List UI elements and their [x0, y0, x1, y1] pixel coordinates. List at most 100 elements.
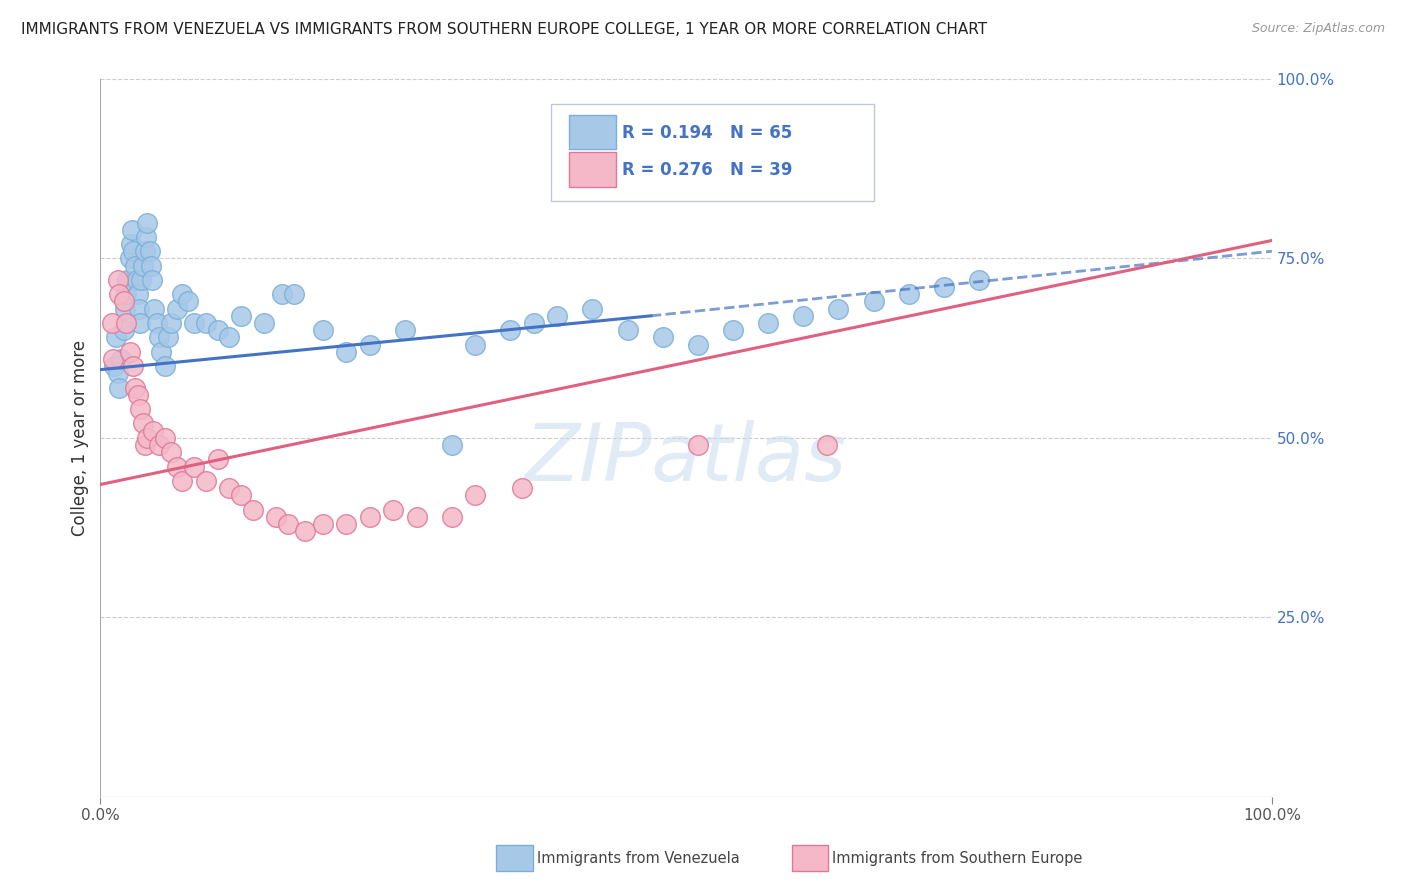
Point — [177, 294, 200, 309]
Point — [283, 287, 305, 301]
Point — [118, 344, 141, 359]
Text: IMMIGRANTS FROM VENEZUELA VS IMMIGRANTS FROM SOUTHERN EUROPE COLLEGE, 1 YEAR OR : IMMIGRANTS FROM VENEZUELA VS IMMIGRANTS … — [21, 22, 987, 37]
Point — [651, 330, 673, 344]
Point — [104, 330, 127, 344]
Point — [112, 294, 135, 309]
Point — [440, 438, 463, 452]
Point — [131, 417, 153, 431]
Point — [229, 488, 252, 502]
Point — [756, 316, 779, 330]
Point — [127, 287, 149, 301]
Point — [122, 244, 145, 259]
Point — [405, 509, 427, 524]
Point — [110, 351, 132, 366]
Point — [359, 337, 381, 351]
Point — [120, 237, 142, 252]
Point — [128, 301, 150, 316]
Point — [114, 301, 136, 316]
Text: Source: ZipAtlas.com: Source: ZipAtlas.com — [1251, 22, 1385, 36]
Point — [148, 330, 170, 344]
Point — [115, 287, 138, 301]
Point — [242, 502, 264, 516]
Point — [253, 316, 276, 330]
Point — [183, 459, 205, 474]
Point — [127, 388, 149, 402]
Point — [194, 316, 217, 330]
Point — [129, 402, 152, 417]
Point — [141, 273, 163, 287]
Point — [108, 381, 131, 395]
Point — [143, 301, 166, 316]
Point — [277, 516, 299, 531]
Point — [932, 280, 955, 294]
Point — [138, 244, 160, 259]
Point — [117, 273, 139, 287]
Point — [136, 215, 159, 229]
Point — [148, 438, 170, 452]
Point — [153, 431, 176, 445]
Point — [172, 287, 194, 301]
Point — [229, 309, 252, 323]
Point — [103, 359, 125, 373]
FancyBboxPatch shape — [551, 104, 873, 201]
Point — [124, 381, 146, 395]
Point — [157, 330, 180, 344]
Point — [108, 287, 131, 301]
Point — [862, 294, 884, 309]
Point — [792, 309, 814, 323]
Point — [440, 509, 463, 524]
Point — [131, 273, 153, 287]
Point — [142, 424, 165, 438]
Point — [510, 481, 533, 495]
Point — [166, 301, 188, 316]
Point — [464, 337, 486, 351]
Point — [194, 474, 217, 488]
Point — [115, 316, 138, 330]
Point — [107, 366, 129, 380]
FancyBboxPatch shape — [569, 153, 616, 186]
Point — [103, 351, 125, 366]
FancyBboxPatch shape — [569, 115, 616, 149]
Point — [207, 323, 229, 337]
Point — [134, 438, 156, 452]
Point — [139, 259, 162, 273]
Point — [382, 502, 405, 516]
Point — [264, 509, 287, 524]
Point — [121, 223, 143, 237]
Point — [499, 323, 522, 337]
Point — [136, 431, 159, 445]
Point — [207, 452, 229, 467]
Point — [359, 509, 381, 524]
Point — [122, 359, 145, 373]
Point — [131, 259, 153, 273]
Point — [135, 230, 157, 244]
Point — [172, 474, 194, 488]
Point — [118, 252, 141, 266]
Text: Immigrants from Southern Europe: Immigrants from Southern Europe — [832, 851, 1083, 865]
Point — [153, 359, 176, 373]
Point — [581, 301, 603, 316]
Point — [183, 316, 205, 330]
Point — [686, 337, 709, 351]
Point — [897, 287, 920, 301]
Point — [134, 244, 156, 259]
Point — [145, 316, 167, 330]
Point — [394, 323, 416, 337]
Point — [150, 344, 173, 359]
Text: ZIPatlas: ZIPatlas — [524, 420, 848, 499]
Point — [101, 316, 124, 330]
Point — [166, 459, 188, 474]
Point — [523, 316, 546, 330]
Point — [271, 287, 294, 301]
Point — [335, 516, 357, 531]
Point — [686, 438, 709, 452]
Point — [546, 309, 568, 323]
Point — [967, 273, 990, 287]
Y-axis label: College, 1 year or more: College, 1 year or more — [72, 340, 89, 536]
Text: R = 0.276   N = 39: R = 0.276 N = 39 — [621, 161, 792, 179]
Point — [815, 438, 838, 452]
Point — [218, 481, 240, 495]
Point — [312, 323, 335, 337]
Point — [112, 323, 135, 337]
Point — [827, 301, 849, 316]
